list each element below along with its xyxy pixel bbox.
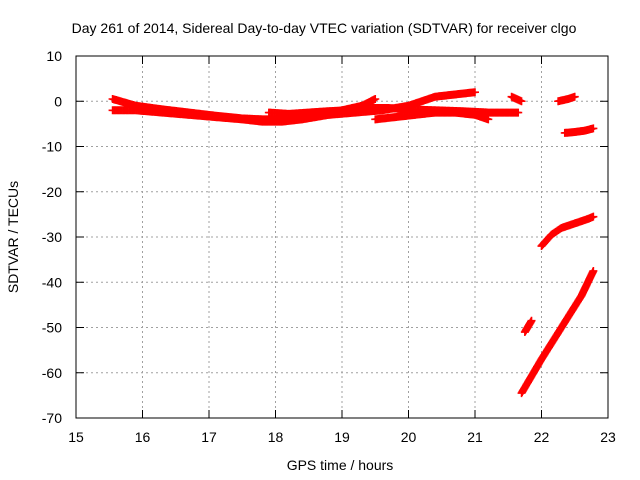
data-point [527,316,536,325]
x-tick-label: 22 [534,429,550,445]
x-tick-labels: 15 16 17 18 19 20 21 22 23 [68,429,616,445]
series-7 [537,212,598,251]
y-tick-label: -50 [42,320,62,336]
y-tick-label: -20 [42,184,62,200]
x-tick-label: 23 [600,429,616,445]
data-point [517,97,526,106]
x-tick-label: 20 [401,429,417,445]
data-point [589,212,598,221]
x-tick-label: 17 [201,429,217,445]
data-point [484,115,493,124]
series-9 [517,266,598,398]
x-tick-label: 18 [268,429,284,445]
data-point [589,266,598,275]
y-tick-label: 10 [46,48,62,64]
y-tick-label: -70 [42,410,62,426]
axis-ticks [75,55,609,419]
x-tick-label: 19 [334,429,350,445]
y-tick-label: -40 [42,274,62,290]
y-tick-label: -10 [42,139,62,155]
data-point [570,92,579,101]
series-4 [507,92,526,106]
y-tick-label: 0 [54,93,62,109]
data-point [371,94,380,103]
y-tick-label: -60 [42,365,62,381]
x-tick-label: 21 [467,429,483,445]
series-8 [520,316,536,337]
data-point [589,124,598,133]
series-3 [371,108,493,124]
y-axis-label: SDTVAR / TECUs [5,181,21,293]
data-point [514,108,523,117]
data-points [108,88,598,398]
data-point [471,88,479,97]
series-6 [560,124,598,137]
series-5 [554,92,579,106]
chart-title: Day 261 of 2014, Sidereal Day-to-day VTE… [72,20,577,36]
y-tick-label: -30 [42,229,62,245]
x-tick-label: 16 [135,429,151,445]
y-tick-labels: 10 0 -10 -20 -30 -40 -50 -60 -70 [42,48,62,426]
x-tick-label: 15 [68,429,84,445]
x-axis-label: GPS time / hours [287,457,394,473]
